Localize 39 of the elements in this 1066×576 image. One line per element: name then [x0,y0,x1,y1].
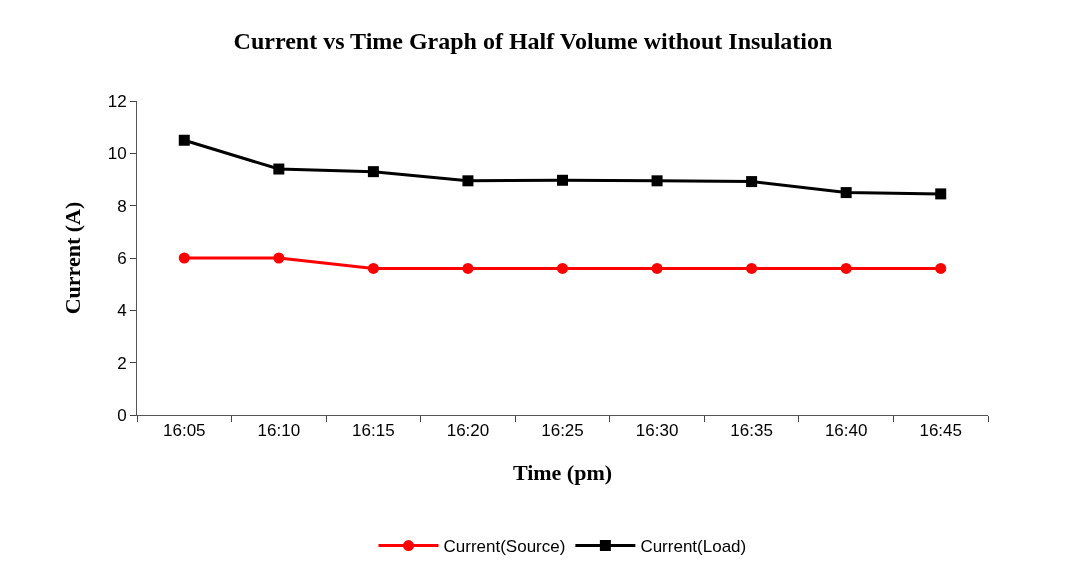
y-axis-title: Current (A) [60,201,86,315]
point [178,252,190,264]
point [273,252,285,264]
y-tick-label: 8 [117,196,127,216]
point [651,175,663,187]
point [746,262,758,274]
x-tick-label: 16:35 [730,421,773,441]
point [367,262,379,274]
point [935,262,947,274]
y-tick-label: 4 [117,301,127,321]
x-tick-label: 16:30 [635,421,679,441]
y-tick-label: 6 [117,248,127,268]
x-tick-label: 16:10 [257,421,301,441]
chart-title: Current vs Time Graph of Half Volume without Insulation [233,27,833,54]
y-tick-label: 2 [117,353,127,373]
point [178,134,190,146]
point [746,176,758,188]
point [840,187,852,199]
point [651,262,663,274]
point [273,163,285,175]
x-tick-label: 16:05 [163,421,206,441]
x-tick-label: 16:15 [352,421,395,441]
legend-label: Current(Source) [443,537,566,557]
x-tick-label: 16:40 [824,421,868,441]
point [367,166,379,178]
point [840,262,852,274]
point [462,262,474,274]
x-tick-label: 16:20 [446,421,490,441]
y-tick-label: 12 [107,91,127,111]
point [462,175,474,187]
x-tick-label: 16:45 [919,421,962,441]
legend-label: Current(Load) [640,537,747,557]
y-tick-label: 10 [107,144,127,164]
x-tick-label: 16:25 [541,421,584,441]
point [557,262,568,274]
y-tick-label: 0 [117,405,127,425]
point [557,174,568,186]
x-axis-title: Time (pm) [512,460,613,486]
point [935,188,947,200]
